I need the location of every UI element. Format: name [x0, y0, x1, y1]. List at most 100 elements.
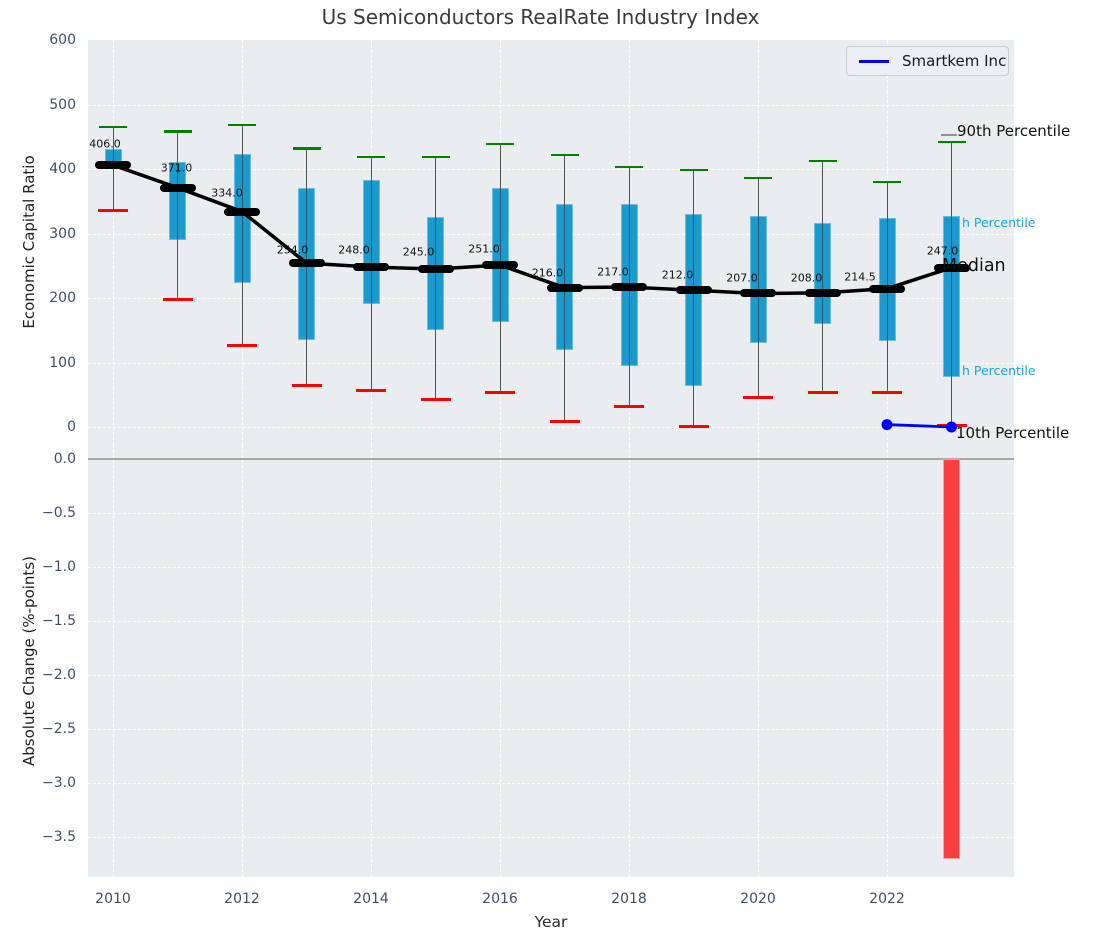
- y-tick-label: −1.5: [42, 613, 76, 629]
- x-gridline: [242, 445, 243, 877]
- median-marker: [804, 288, 841, 297]
- median-marker: [95, 161, 131, 170]
- legend-label: Smartkem Inc: [902, 52, 1007, 70]
- legend-line-icon: [859, 59, 889, 63]
- p90-whisker-cap: [421, 155, 450, 158]
- p10-whisker-cap: [227, 344, 257, 348]
- median-value-label: 254.0: [276, 243, 309, 257]
- whisker-line-over-box: [177, 131, 178, 300]
- x-axis-label-year: Year: [534, 913, 568, 931]
- y-gridline: [88, 675, 1014, 676]
- median-marker: [417, 264, 454, 273]
- p10-whisker-cap: [291, 383, 322, 387]
- p90-whisker-cap: [550, 153, 579, 156]
- p10-whisker-cap: [807, 391, 838, 395]
- median-marker: [740, 289, 776, 298]
- p90-whisker-cap: [615, 165, 643, 169]
- y-tick-label: −3.0: [42, 775, 76, 791]
- x-gridline: [500, 445, 501, 877]
- annotation-90th-percentile: 90th Percentile: [957, 122, 1071, 140]
- x-tick-label: 2020: [740, 891, 776, 907]
- median-marker: [869, 284, 905, 293]
- p10-whisker-cap: [356, 389, 386, 393]
- median-value-label: 334.0: [211, 186, 243, 200]
- median-value-label: 371.0: [160, 161, 193, 175]
- p10-whisker-cap: [678, 424, 709, 428]
- y-tick-label: 500: [49, 96, 76, 113]
- zero-reference-line: [88, 457, 1014, 460]
- top-panel: [88, 40, 1014, 445]
- change-bar: [943, 459, 960, 859]
- p10-whisker-cap: [549, 420, 580, 424]
- p90-whisker-cap: [744, 176, 772, 180]
- median-marker: [224, 207, 260, 216]
- y-tick-label: −2.0: [42, 667, 76, 683]
- x-tick-label: 2012: [224, 891, 260, 907]
- p90-whisker-cap: [937, 140, 966, 144]
- whisker-line-over-box: [757, 178, 759, 398]
- y-gridline: [88, 621, 1014, 622]
- annotation-10th-percentile: 10th Percentile: [956, 424, 1070, 442]
- y-gridline: [88, 169, 1014, 170]
- p10-whisker-cap: [743, 396, 773, 400]
- median-value-label: 406.0: [89, 137, 121, 151]
- annotation-median: Median: [942, 256, 1006, 276]
- p90-whisker-cap: [292, 147, 321, 150]
- y-tick-label: 200: [49, 290, 76, 306]
- x-tick-label: 2022: [869, 891, 905, 907]
- y-gridline: [88, 362, 1014, 364]
- x-gridline: [629, 445, 630, 877]
- median-value-label: 207.0: [726, 271, 758, 285]
- p90-whisker-cap: [228, 123, 256, 127]
- legend: Smartkem Inc: [846, 46, 1009, 76]
- y-tick-label: 600: [49, 32, 76, 48]
- median-marker: [288, 259, 325, 268]
- y-gridline: [88, 783, 1014, 784]
- x-gridline: [113, 40, 114, 445]
- y-gridline: [88, 567, 1014, 568]
- p90-whisker-cap: [873, 180, 901, 184]
- annotation-75th-percentile: h Percentile: [962, 215, 1036, 230]
- median-marker: [675, 286, 712, 295]
- whisker-line-over-box: [370, 156, 372, 391]
- median-value-label: 214.5: [844, 270, 876, 284]
- y-gridline: [88, 104, 1014, 106]
- y-gridline: [88, 513, 1014, 514]
- median-value-label: 212.0: [661, 268, 694, 282]
- whisker-line-over-box: [693, 170, 694, 427]
- x-tick-label: 2014: [353, 891, 389, 907]
- p10-whisker-cap: [872, 391, 902, 395]
- median-value-label: 251.0: [468, 242, 500, 256]
- median-marker: [546, 283, 583, 292]
- median-value-label: 248.0: [338, 243, 370, 257]
- p90-whisker-cap: [486, 142, 514, 146]
- p10-whisker-cap: [485, 391, 515, 395]
- y-tick-label: 100: [49, 354, 76, 371]
- median-value-label: 208.0: [790, 271, 823, 285]
- x-gridline: [113, 445, 114, 877]
- median-marker: [482, 261, 518, 270]
- median-value-label: 216.0: [531, 266, 564, 280]
- y-tick-label: 400: [49, 161, 76, 177]
- y-tick-label: −3.5: [42, 829, 76, 845]
- p10-whisker-cap: [98, 209, 128, 213]
- p10-whisker-cap: [614, 404, 644, 408]
- y-gridline: [88, 298, 1014, 299]
- x-tick-label: 2016: [482, 891, 518, 907]
- median-marker: [611, 283, 647, 292]
- whisker-line-over-box: [241, 125, 243, 346]
- y-gridline: [88, 729, 1014, 730]
- y-tick-label: 300: [49, 225, 76, 242]
- x-gridline: [371, 445, 372, 877]
- x-tick-label: 2010: [95, 891, 131, 907]
- p10-whisker-cap: [162, 297, 193, 301]
- bottom-panel: [88, 445, 1014, 877]
- y-tick-label: −0.5: [42, 505, 76, 521]
- whisker-line-over-box: [951, 141, 952, 426]
- p90-whisker-cap: [679, 169, 708, 172]
- median-value-label: 245.0: [402, 245, 435, 259]
- p90-whisker-cap: [99, 125, 127, 129]
- median-value-label: 217.0: [597, 265, 629, 279]
- x-tick-label: 2018: [611, 891, 647, 907]
